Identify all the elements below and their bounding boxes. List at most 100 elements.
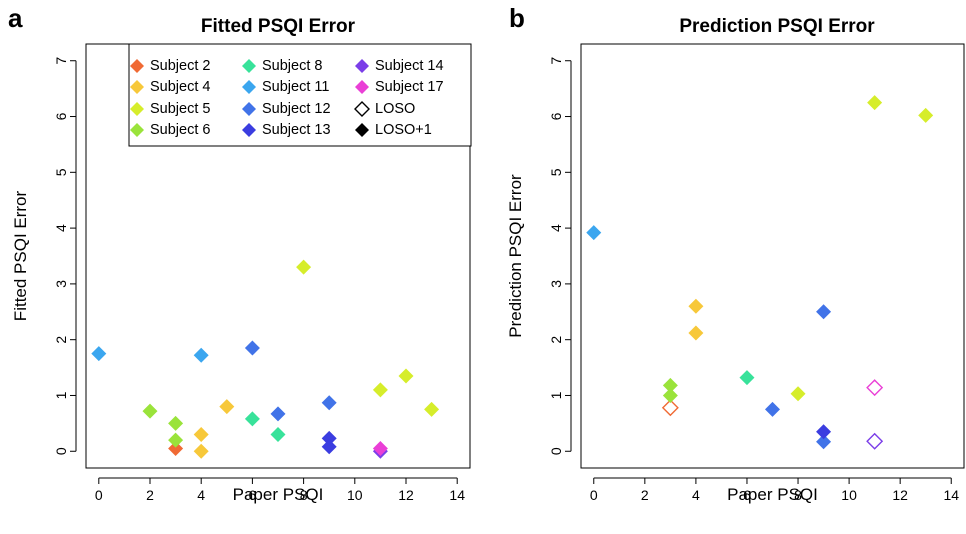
panel-a-legend-label-subject-2: Subject 2 [150,58,210,74]
panel-a-legend-label-subject-11: Subject 11 [262,79,329,95]
panel-b-point-subject-14 [866,432,884,450]
panel-a-legend-marker-subject-11 [242,80,256,94]
panel-a-point-subject-17 [372,440,388,456]
panel-b-point-subject-4 [688,325,704,341]
panel-b-point-subject-5 [918,107,934,123]
panel-a-y-tick-label: 5 [53,168,69,176]
panel-a-point-subject-12 [244,340,260,356]
panel-b-x-tick-label: 8 [794,487,802,503]
panel-b-point-subject-12 [765,401,780,417]
panel-a-point-subject-6 [168,432,184,448]
panel-a-point-subject-5 [372,382,388,398]
panel-b-point-subject-13 [816,424,832,440]
panel-b-point-subject-5 [867,95,883,111]
panel-b-x-tick-label: 14 [943,487,959,503]
panel-b-y-axis-label: Prediction PSQI Error [506,174,525,338]
panel-a-point-subject-4 [193,427,209,443]
panel-b-point-subject-4 [688,298,704,314]
panel-a-x-tick-label: 14 [449,487,465,503]
panel-a-y-tick-label: 2 [53,336,69,344]
panel-a-point-subject-2 [168,440,184,456]
panel-a-letter: a [8,3,23,33]
panel-a-legend-label-subject-6: Subject 6 [150,122,210,138]
panel-b-y-tick-label: 3 [548,280,564,288]
panel-a-x-tick-label: 4 [197,487,205,503]
panel-b-point-subject-12 [816,304,832,320]
panel-b-title: Prediction PSQI Error [679,16,875,37]
panel-a-x-tick-label: 10 [347,487,363,503]
panel-a-legend-marker-subject-4 [130,80,144,94]
panel-a-x-tick-label: 0 [95,487,103,503]
panel-a-x-tick-label: 12 [398,487,414,503]
panel-a-legend-marker-subject-6 [130,123,144,137]
panel-b-point-subject-12 [816,434,832,450]
panel-a-legend-label-loso: LOSO [375,101,415,117]
panel-b-point-subject-17 [866,379,884,397]
panel-a-y-axis-label: Fitted PSQI Error [11,190,30,321]
panel-a-legend-label-subject-12: Subject 12 [262,101,331,117]
panel-b-y-tick-label: 5 [548,168,564,176]
panel-a-title: Fitted PSQI Error [201,16,356,37]
panel-a-legend-marker-subject-14 [355,59,369,73]
panel-a-legend-label-subject-8: Subject 8 [262,58,322,74]
panel-b-point-subject-6 [662,387,678,403]
panel-b-point-subject-2 [661,399,679,417]
panel-a-point-subject-11 [193,347,209,363]
panel-b-x-tick-label: 10 [841,487,857,503]
panel-a-y-tick-label: 0 [53,447,69,455]
panel-a-point-subject-11 [91,346,107,362]
panel-b-point-subject-8 [739,370,755,386]
panel-a-legend-box [128,43,472,147]
panel-a-legend-marker-subject-17 [355,80,369,94]
panel-a-point-subject-8 [244,411,260,427]
panel-b-y-tick-label: 2 [548,336,564,344]
panel-a-y-tick-label: 4 [53,224,69,232]
panel-a-legend-marker-subject-5 [130,102,144,116]
panel-a-legend-marker-loso-1 [355,123,369,137]
panel-a-y-tick-label: 3 [53,280,69,288]
panel-a-legend-label-subject-14: Subject 14 [375,58,444,74]
panel-a-legend-marker-subject-8 [242,59,256,73]
panel-b-x-tick-label: 12 [892,487,908,503]
panel-a-point-subject-13 [321,430,337,446]
panel-a-x-tick-label: 6 [249,487,257,503]
panel-b-letter: b [509,3,525,33]
panel-a-point-subject-4 [193,443,209,459]
panel-b-x-axis-label: Paper PSQI [727,485,818,504]
panel-b-y-tick-label: 0 [548,447,564,455]
panel-b-y-tick-label: 1 [548,391,564,399]
panel-a-legend-marker-subject-2 [130,59,144,73]
panel-a-x-tick-label: 2 [146,487,154,503]
panel-a-legend-marker-subject-13 [242,123,256,137]
panel-a-point-subject-6 [168,415,184,431]
panel-a-point-subject-12 [321,395,337,411]
panel-a-point-subject-13 [321,439,337,455]
panel-b-y-tick-label: 6 [548,112,564,120]
panel-a-legend-label-subject-13: Subject 13 [262,122,331,138]
panel-a-point-subject-5 [296,259,312,275]
panel-a-legend-label-subject-17: Subject 17 [375,79,444,95]
panel-a-point-subject-5 [424,401,440,417]
panel-a-point-subject-4 [219,399,235,415]
panel-a-y-tick-label: 6 [53,112,69,120]
panel-a-legend-label-loso-1: LOSO+1 [375,122,432,138]
panel-a-legend-label-subject-4: Subject 4 [150,79,210,95]
panel-b-y-tick-label: 7 [548,57,564,65]
panel-b-point-subject-11 [586,225,602,241]
panel-b-y-tick-label: 4 [548,224,564,232]
panel-a-y-tick-label: 1 [53,391,69,399]
panel-a-legend-marker-subject-12 [242,102,256,116]
panel-b-x-tick-label: 2 [641,487,649,503]
panel-a-point-subject-5 [398,368,414,384]
panel-a-legend-label-subject-5: Subject 5 [150,101,210,117]
panel-b-point-subject-6 [662,377,678,393]
panel-a-point-subject-8 [270,427,286,443]
panel-b-point-subject-5 [790,386,806,402]
panel-a-x-tick-label: 8 [300,487,308,503]
panel-a-x-axis-label: Paper PSQI [233,485,324,504]
panel-a-point-subject-6 [142,403,158,419]
panel-b-x-tick-label: 4 [692,487,700,503]
panel-a-point-subject-12 [270,406,286,422]
panel-b-x-tick-label: 6 [743,487,751,503]
